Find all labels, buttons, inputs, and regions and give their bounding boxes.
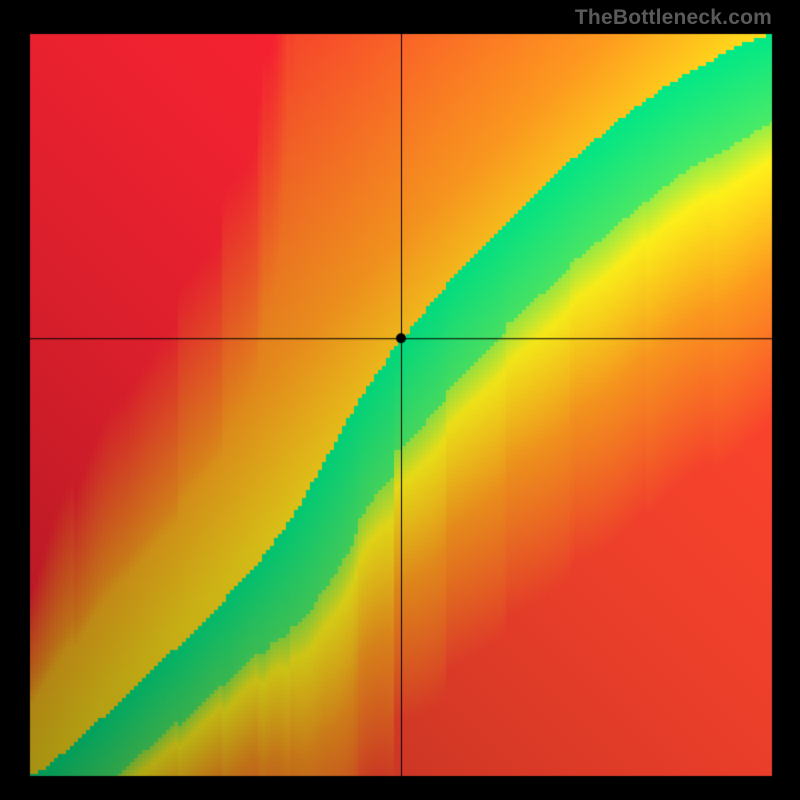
watermark-text: TheBottleneck.com [575,6,772,30]
bottleneck-heatmap [0,0,800,800]
chart-container: TheBottleneck.com [0,0,800,800]
